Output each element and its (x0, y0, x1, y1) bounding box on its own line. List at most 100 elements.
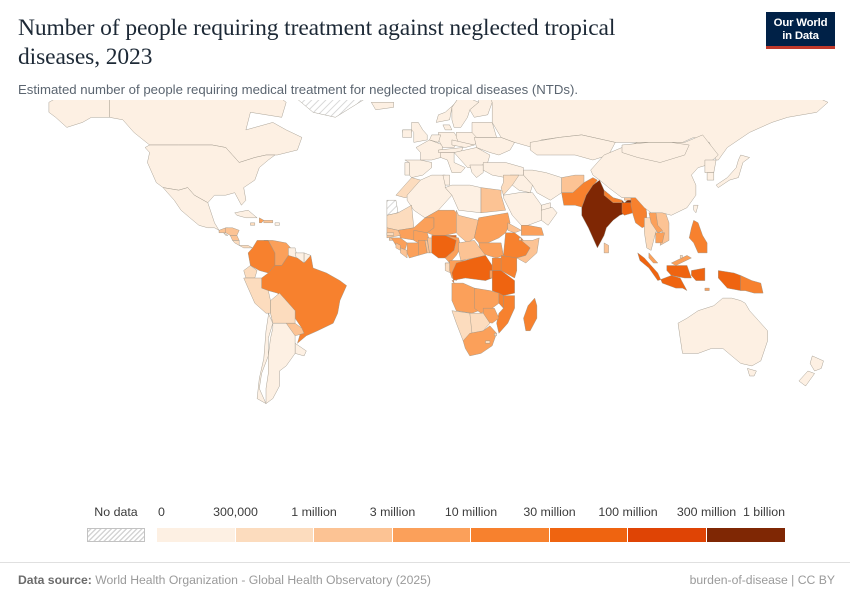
legend-tick-labels: No data 0 300,000 1 million 3 million 10 mil… (0, 505, 850, 523)
country-panama[interactable] (239, 245, 252, 248)
country-malawi[interactable] (499, 293, 504, 308)
country-honduras[interactable] (226, 228, 240, 236)
country-tasmania[interactable] (747, 368, 756, 376)
country-djibouti[interactable] (519, 238, 521, 241)
country-north-korea[interactable] (705, 160, 716, 173)
legend-swatch-1[interactable] (235, 528, 314, 542)
country-mongolia[interactable] (622, 142, 689, 162)
country-tunisia[interactable] (443, 175, 450, 185)
legend-swatch-0[interactable] (157, 528, 236, 542)
country-madagascar[interactable] (524, 298, 537, 331)
country-new-zealand[interactable] (799, 356, 824, 386)
legend-no-data-label: No data (94, 505, 138, 519)
legend-tick-5: 30 million (523, 505, 576, 519)
country-layer[interactable] (49, 100, 828, 404)
country-indonesia[interactable] (638, 253, 741, 291)
world-map[interactable] (0, 100, 850, 495)
country-liberia[interactable] (400, 248, 407, 258)
chart-footer: Data source: World Health Organization -… (0, 562, 850, 600)
country-papua-new-guinea[interactable] (741, 276, 763, 294)
country-australia[interactable] (678, 298, 768, 366)
country-south-africa[interactable] (463, 326, 497, 356)
country-guinea[interactable] (391, 238, 407, 251)
country-taiwan[interactable] (694, 205, 698, 213)
country-cuba[interactable] (235, 210, 257, 218)
country-mexico[interactable] (163, 188, 219, 231)
country-greenland[interactable] (291, 100, 381, 117)
country-puerto-rico[interactable] (275, 223, 280, 226)
country-uae[interactable] (541, 203, 550, 211)
country-sri-lanka[interactable] (604, 243, 609, 253)
country-syria-jordan-israel[interactable] (501, 175, 519, 195)
country-denmark[interactable] (443, 125, 452, 130)
country-spain[interactable] (405, 160, 432, 178)
country-eswatini[interactable] (494, 333, 496, 336)
country-alaska[interactable] (49, 100, 109, 127)
country-egypt[interactable] (481, 188, 506, 213)
legend-swatch-2[interactable] (314, 528, 393, 542)
country-south-korea[interactable] (707, 173, 714, 181)
country-russia[interactable] (488, 100, 828, 160)
country-philippines[interactable] (689, 220, 707, 253)
country-ivory-coast[interactable] (407, 243, 418, 258)
country-oman[interactable] (541, 205, 557, 225)
legend-tick-3: 3 million (369, 505, 416, 519)
country-belarus-baltics[interactable] (472, 122, 497, 137)
country-ethiopia[interactable] (503, 233, 530, 258)
legend-swatch-7[interactable] (706, 528, 785, 542)
country-iran[interactable] (524, 170, 562, 200)
country-el-salvador[interactable] (224, 233, 229, 236)
country-finland[interactable] (470, 100, 492, 117)
legend-swatch-4[interactable] (471, 528, 550, 542)
country-timor-leste[interactable] (705, 288, 709, 291)
country-japan[interactable] (716, 155, 750, 188)
world-map-svg[interactable] (0, 100, 850, 495)
country-sweden[interactable] (452, 100, 479, 127)
page-title: Number of people requiring treatment aga… (18, 15, 616, 70)
country-iceland[interactable] (371, 102, 393, 110)
country-mozambique[interactable] (497, 296, 515, 334)
license-info[interactable]: burden-of-disease | CC BY (689, 573, 835, 587)
owid-logo[interactable]: Our World in Data (766, 12, 835, 49)
country-norway[interactable] (436, 100, 492, 122)
country-uruguay[interactable] (295, 343, 306, 356)
legend-swatch-5[interactable] (549, 528, 628, 542)
legend-swatch-6[interactable] (628, 528, 707, 542)
country-jamaica[interactable] (250, 223, 254, 226)
country-ecuador[interactable] (244, 266, 257, 279)
country-eritrea[interactable] (508, 223, 522, 233)
country-dominican-republic[interactable] (264, 220, 273, 223)
country-bangladesh[interactable] (622, 203, 633, 216)
country-cambodia[interactable] (656, 233, 665, 243)
country-malaysia[interactable] (649, 253, 692, 266)
country-italy[interactable] (441, 153, 466, 173)
legend-tick-2: 1 million (291, 505, 337, 519)
country-ireland[interactable] (403, 130, 412, 138)
country-netherlands-belgium[interactable] (430, 135, 441, 143)
country-portugal[interactable] (405, 163, 409, 176)
country-argentina[interactable] (266, 323, 295, 403)
legend-swatch-3[interactable] (392, 528, 471, 542)
country-nicaragua[interactable] (230, 235, 239, 240)
country-gambia[interactable] (387, 233, 394, 236)
country-lesotho[interactable] (486, 341, 490, 344)
country-costa-rica[interactable] (233, 240, 240, 245)
country-yemen[interactable] (521, 225, 543, 235)
country-somalia[interactable] (517, 238, 539, 263)
legend-no-data-swatch[interactable] (87, 528, 145, 542)
legend-tick-4: 10 million (444, 505, 498, 519)
country-kenya[interactable] (501, 255, 517, 278)
country-czechia-slovakia[interactable] (452, 140, 474, 148)
country-brunei[interactable] (680, 255, 682, 258)
legend-color-bar[interactable] (157, 528, 785, 542)
country-bhutan[interactable] (624, 198, 631, 201)
country-chile[interactable] (257, 313, 273, 403)
country-haiti[interactable] (259, 218, 264, 223)
country-greece[interactable] (470, 165, 483, 178)
country-tanzania[interactable] (492, 271, 514, 296)
country-kazakhstan[interactable] (530, 135, 615, 160)
country-sudan[interactable] (474, 213, 510, 243)
legend-tick-8: 1 billion (742, 505, 785, 519)
country-libya[interactable] (445, 185, 481, 213)
country-france[interactable] (416, 140, 443, 160)
